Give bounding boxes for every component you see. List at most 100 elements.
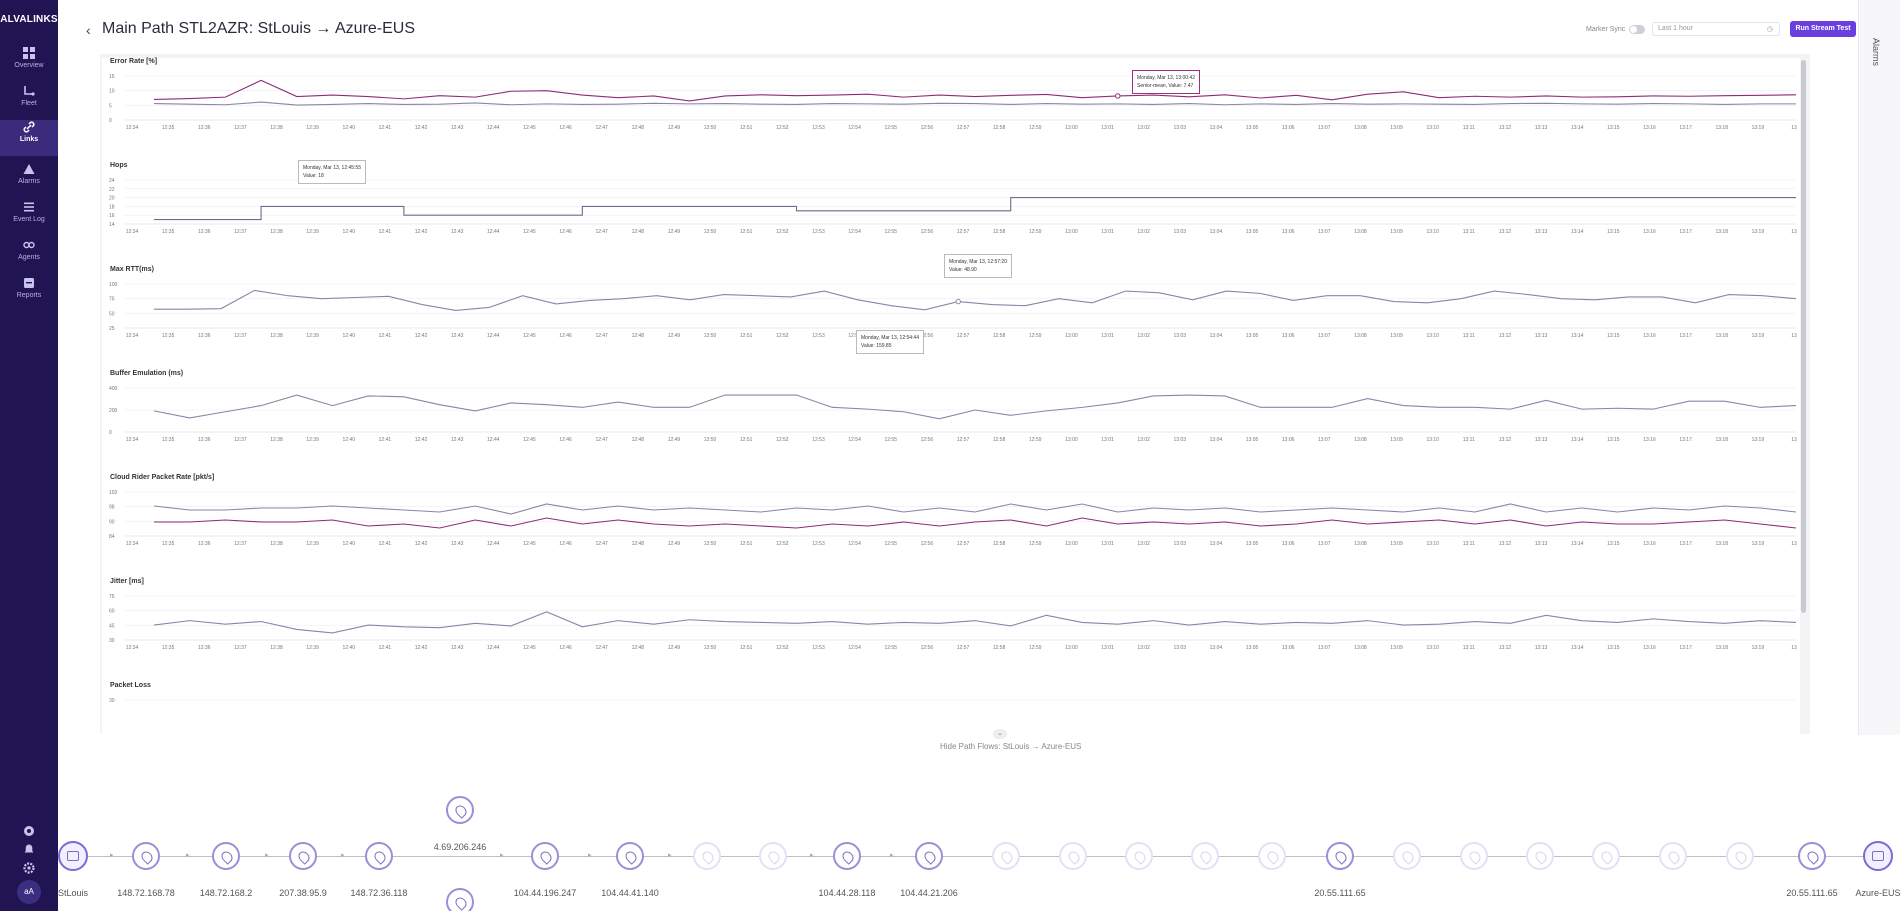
chart-plot[interactable]: 75 60 45 30 12:34 12:35 12:36 12:37 12:38 12:39 12… [102,586,1800,676]
hop-node[interactable] [446,796,474,824]
hop-node-unresponsive[interactable] [1460,842,1488,870]
x-tick-label: 13:04 [1210,437,1223,443]
hop-node-unresponsive[interactable] [1659,842,1687,870]
x-tick-label: 13:01 [1101,645,1114,651]
x-tick-label: 13:06 [1282,125,1295,131]
hop-node-unresponsive[interactable] [1726,842,1754,870]
chart-0: Error Rate [%] 15 10 5 0 12:34 12:35 12:36 12:37… [102,58,1800,162]
endpoint-node[interactable] [58,841,88,871]
grid-icon [23,47,35,59]
nav-links[interactable]: Links [0,120,58,156]
x-tick-label: 12:48 [632,125,645,131]
chart-plot[interactable]: 30 [102,690,1800,734]
nav-reports[interactable]: Reports [0,276,58,312]
hop-node-unresponsive[interactable] [1526,842,1554,870]
x-tick-label: 12:58 [993,333,1006,339]
hop-node-unresponsive[interactable] [992,842,1020,870]
back-button[interactable]: ‹ [86,22,91,38]
x-tick-label: 12:39 [306,541,319,547]
x-tick-label: 12:41 [379,229,392,235]
hop-node-unresponsive[interactable] [1059,842,1087,870]
x-tick-label: 12:34 [126,645,139,651]
nav-alarms[interactable]: Alarms [0,162,58,198]
notifications-button[interactable] [0,842,58,860]
flow-arrow-icon: ▸ [265,852,269,859]
series-line [154,197,1796,221]
x-tick-label: 12:41 [379,541,392,547]
hop-node-unresponsive[interactable] [693,842,721,870]
nav-agents-label: Agents [18,254,40,261]
hide-path-flows-link[interactable]: Hide Path Flows: StLouis → Azure-EUS [940,742,1082,751]
hop-node[interactable] [365,842,393,870]
y-tick-label: 30 [109,698,115,704]
x-tick-label: 12:46 [559,541,572,547]
hop-node-unresponsive[interactable] [1191,842,1219,870]
time-range-select[interactable]: Last 1 hour ◷ [1652,22,1780,36]
nav-event-log[interactable]: Event Log [0,200,58,236]
hop-node[interactable] [1798,842,1826,870]
x-tick-label: 13:07 [1318,333,1331,339]
x-tick-label: 12:35 [162,125,175,131]
avatar[interactable]: aA [17,880,41,904]
hop-label: 104.44.196.247 [513,888,577,898]
alarms-rail: Alarms [1858,0,1900,735]
x-tick-label: 12:42 [415,541,428,547]
chart-plot[interactable]: 100 75 50 25 12:34 12:35 12:36 12:37 12:38 12:39 1… [102,274,1800,364]
x-tick-label: 12:41 [379,125,392,131]
x-tick-label: 12:53 [812,333,825,339]
x-tick-label: 13:07 [1318,125,1331,131]
marker-sync-toggle[interactable] [1629,25,1645,34]
hop-node-unresponsive[interactable] [759,842,787,870]
hop-node-unresponsive[interactable] [1393,842,1421,870]
chart-plot[interactable]: 24 22 20 18 16 14 12:34 12:35 12:36 12:37 12:38 12:… [102,170,1800,260]
hop-node[interactable] [1326,842,1354,870]
x-tick-label: 12:54 [848,437,861,443]
x-tick-label: 13:17 [1679,229,1692,235]
hop-node[interactable] [616,842,644,870]
y-tick-label: 100 [109,282,118,288]
nav-fleet[interactable]: Fleet [0,84,58,120]
x-tick-label: 13:05 [1246,333,1259,339]
x-tick-label: 12:50 [704,125,717,131]
x-tick-label: 12:36 [198,645,211,651]
hop-node[interactable] [132,842,160,870]
nav-overview[interactable]: Overview [0,46,58,82]
charts-scrollbar[interactable] [1801,60,1806,613]
x-tick-label: 13:06 [1282,541,1295,547]
x-tick-label: 12:57 [957,645,970,651]
endpoint-node[interactable] [1863,841,1893,871]
hop-node-unresponsive[interactable] [1125,842,1153,870]
chart-plot[interactable]: 102 98 90 84 12:34 12:35 12:36 12:37 12:38 12:39 1… [102,482,1800,572]
x-tick-label: 13:15 [1607,645,1620,651]
help-button[interactable] [0,824,58,842]
settings-button[interactable] [0,861,58,879]
x-tick-label: 12:52 [776,437,789,443]
hop-node[interactable] [531,842,559,870]
chart-plot[interactable]: 15 10 5 0 12:34 12:35 12:36 12:37 12:38 12:39 12:4… [102,66,1800,156]
x-tick-label: 12:44 [487,229,500,235]
charts-panel: Error Rate [%] 15 10 5 0 12:34 12:35 12:36 12:37… [100,54,1810,734]
alarms-rail-label[interactable]: Alarms [1871,38,1881,67]
chart-plot[interactable]: 400 200 0 12:34 12:35 12:36 12:37 12:38 12:39 12:… [102,378,1800,468]
hop-node[interactable] [915,842,943,870]
hop-node-unresponsive[interactable] [1258,842,1286,870]
x-tick-label: 13:19 [1752,437,1765,443]
run-stream-test-button[interactable]: Run Stream Test [1790,21,1856,37]
chart-3: Buffer Emulation (ms) 400 200 0 12:34 12:35 12… [102,370,1800,474]
hop-node-unresponsive[interactable] [1592,842,1620,870]
collapse-handle[interactable]: ⌄ [993,729,1007,739]
x-tick-label: 13:02 [1137,333,1150,339]
y-tick-label: 20 [109,196,115,202]
x-tick-label: 13:10 [1426,437,1439,443]
hop-node[interactable] [446,888,474,911]
x-tick-label: 12:39 [306,333,319,339]
hop-node[interactable] [289,842,317,870]
x-tick-label: 12:41 [379,437,392,443]
brand-logo: ALVALINKS [0,14,58,25]
x-tick-label: 13:09 [1390,125,1403,131]
hop-node[interactable] [833,842,861,870]
nav-agents[interactable]: Agents [0,238,58,274]
x-tick-label: 12:39 [306,437,319,443]
hop-node[interactable] [212,842,240,870]
x-tick-label: 12:50 [704,645,717,651]
